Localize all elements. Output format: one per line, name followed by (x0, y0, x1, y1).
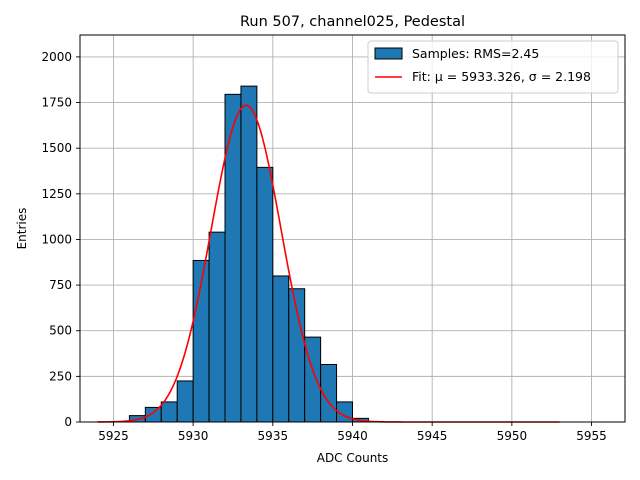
histogram-bars (128, 85, 369, 423)
y-tick-label: 1500 (41, 141, 72, 155)
x-tick-label: 5950 (497, 429, 528, 443)
x-tick-label: 5945 (417, 429, 448, 443)
x-tick-label: 5955 (576, 429, 607, 443)
y-tick-label: 1250 (41, 187, 72, 201)
histogram-bar (256, 166, 274, 423)
y-tick-label: 500 (49, 324, 72, 338)
legend-label-samples: Samples: RMS=2.45 (412, 46, 539, 61)
x-axis-label: ADC Counts (317, 451, 389, 465)
y-axis-ticks: 0 250 500 750 1000 1250 1500 1750 2000 (41, 50, 80, 429)
x-tick-label: 5940 (337, 429, 368, 443)
y-axis-label: Entries (15, 208, 29, 250)
histogram-bar (144, 406, 162, 423)
y-tick-label: 750 (49, 278, 72, 292)
histogram-bar (176, 380, 194, 423)
grid-lines (80, 35, 625, 423)
histogram-bar (208, 231, 226, 423)
x-tick-label: 5930 (178, 429, 209, 443)
x-tick-label: 5935 (258, 429, 289, 443)
chart-title: Run 507, channel025, Pedestal (240, 14, 465, 30)
legend-label-fit: Fit: μ = 5933.326, σ = 2.198 (412, 69, 591, 84)
histogram-bar (240, 85, 258, 423)
y-tick-label: 1750 (41, 96, 72, 110)
y-tick-label: 250 (49, 369, 72, 383)
histogram-bar (272, 275, 290, 423)
legend-box (367, 40, 619, 94)
legend: Samples: RMS=2.45 Fit: μ = 5933.326, σ =… (367, 40, 619, 94)
y-tick-label: 0 (64, 415, 72, 429)
legend-swatch-samples (374, 47, 403, 60)
x-tick-label: 5925 (98, 429, 129, 443)
histogram-bar (160, 401, 178, 423)
y-tick-label: 2000 (41, 50, 72, 64)
y-tick-label: 1000 (41, 232, 72, 246)
x-axis-ticks: 5925 5930 5935 5940 5945 5950 5955 (98, 422, 607, 443)
histogram-bar (224, 93, 242, 423)
